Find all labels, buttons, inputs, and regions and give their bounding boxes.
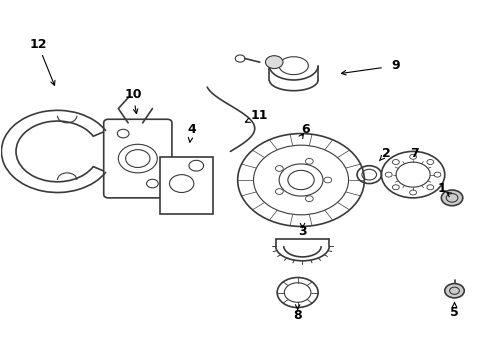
Text: 7: 7 [410,147,419,160]
Text: 4: 4 [187,123,196,136]
Text: 1: 1 [438,183,447,195]
FancyBboxPatch shape [160,157,213,214]
Circle shape [266,56,283,68]
Text: 2: 2 [382,147,391,160]
Text: 8: 8 [294,309,302,322]
Text: 9: 9 [392,59,400,72]
FancyBboxPatch shape [104,119,172,198]
Text: 3: 3 [298,225,307,238]
Text: 11: 11 [251,109,269,122]
Circle shape [441,190,463,206]
Text: 10: 10 [124,88,142,101]
Text: 6: 6 [301,123,310,136]
Circle shape [445,284,464,298]
Text: 5: 5 [450,306,459,319]
Text: 12: 12 [29,38,47,51]
